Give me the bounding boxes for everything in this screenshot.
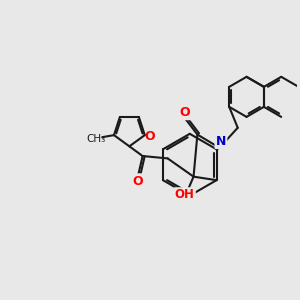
Text: CH₃: CH₃ (86, 134, 105, 144)
Text: O: O (132, 175, 143, 188)
Text: OH: OH (175, 188, 195, 201)
Text: N: N (216, 135, 226, 148)
Text: OH: OH (175, 188, 195, 201)
Text: O: O (145, 130, 155, 143)
Text: O: O (132, 175, 143, 188)
Text: N: N (216, 135, 226, 148)
Text: O: O (180, 106, 190, 119)
Text: O: O (180, 106, 190, 119)
